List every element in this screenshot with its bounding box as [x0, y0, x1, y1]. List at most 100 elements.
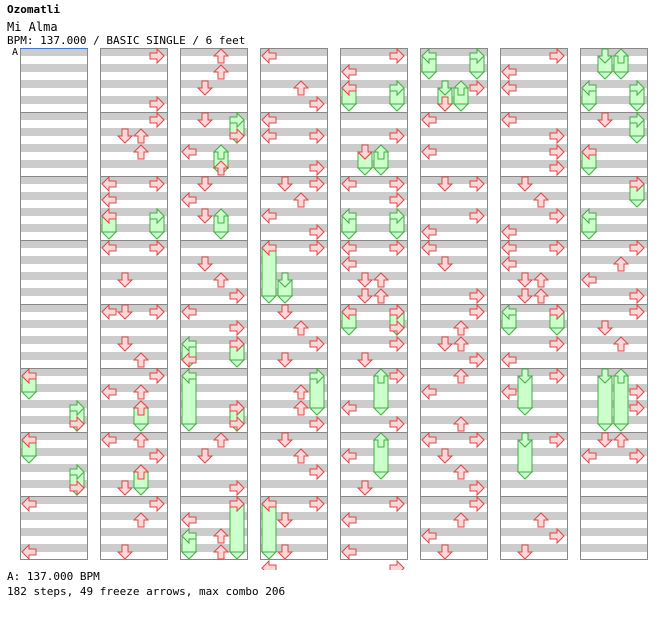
beat-stripe	[20, 208, 88, 216]
beat-stripe	[500, 192, 568, 200]
beat-stripe	[260, 320, 328, 328]
beat-stripe	[260, 80, 328, 88]
beat-stripe	[580, 432, 648, 440]
beat-stripe	[340, 352, 408, 360]
beat-stripe	[100, 464, 168, 472]
beat-stripe	[500, 448, 568, 456]
beat-stripe	[180, 464, 248, 472]
beat-stripe	[260, 352, 328, 360]
beat-stripe	[260, 144, 328, 152]
beat-stripe	[100, 400, 168, 408]
beat-stripe	[420, 160, 488, 168]
beat-stripe	[20, 240, 88, 248]
beat-stripe	[420, 368, 488, 376]
beat-stripe	[100, 128, 168, 136]
bpm-line: A: 137.000 BPM	[7, 570, 100, 583]
beat-stripe	[580, 48, 648, 56]
beat-stripe	[20, 112, 88, 120]
beat-stripe	[420, 448, 488, 456]
beat-stripe	[500, 272, 568, 280]
beat-stripe	[20, 128, 88, 136]
beat-stripe	[500, 544, 568, 552]
beat-stripe	[260, 64, 328, 72]
beat-stripe	[20, 144, 88, 152]
beat-stripe	[100, 336, 168, 344]
beat-stripe	[180, 64, 248, 72]
beat-stripe	[420, 416, 488, 424]
beat-stripe	[20, 336, 88, 344]
beat-stripe	[340, 272, 408, 280]
beat-stripe	[20, 352, 88, 360]
beat-stripe	[420, 272, 488, 280]
beat-stripe	[580, 352, 648, 360]
beat-stripe	[20, 320, 88, 328]
beat-stripe	[100, 528, 168, 536]
beat-stripe	[100, 144, 168, 152]
beat-stripe	[20, 528, 88, 536]
beat-stripe	[180, 176, 248, 184]
beat-stripe	[580, 256, 648, 264]
beat-stripe	[420, 464, 488, 472]
beat-stripe	[580, 480, 648, 488]
beat-stripe	[180, 208, 248, 216]
beat-stripe	[500, 464, 568, 472]
beat-stripe	[180, 448, 248, 456]
beat-stripe	[100, 288, 168, 296]
beat-stripe	[500, 176, 568, 184]
beat-stripe	[340, 112, 408, 120]
beat-stripe	[20, 176, 88, 184]
beat-stripe	[500, 288, 568, 296]
beat-stripe	[20, 304, 88, 312]
beat-stripe	[500, 496, 568, 504]
beat-stripe	[260, 448, 328, 456]
beat-stripe	[180, 272, 248, 280]
beat-stripe	[420, 544, 488, 552]
beat-stripe	[260, 192, 328, 200]
beat-stripe	[20, 160, 88, 168]
beat-stripe	[100, 256, 168, 264]
beat-stripe	[420, 192, 488, 200]
beat-stripe	[580, 512, 648, 520]
beat-stripe	[180, 80, 248, 88]
beat-stripe	[100, 272, 168, 280]
beat-stripe	[180, 256, 248, 264]
beat-stripe	[500, 416, 568, 424]
beat-stripe	[580, 320, 648, 328]
beat-stripe	[100, 352, 168, 360]
beat-stripe	[20, 64, 88, 72]
beat-stripe	[580, 544, 648, 552]
beat-stripe	[20, 96, 88, 104]
beat-stripe	[500, 480, 568, 488]
beat-stripe	[340, 144, 408, 152]
beat-stripe	[500, 96, 568, 104]
beat-stripe	[420, 320, 488, 328]
beat-stripe	[500, 512, 568, 520]
beat-stripe	[100, 320, 168, 328]
beat-stripe	[20, 224, 88, 232]
beat-stripe	[580, 368, 648, 376]
beat-stripe	[260, 432, 328, 440]
beat-stripe	[420, 400, 488, 408]
beat-stripe	[340, 432, 408, 440]
step-chart	[0, 0, 672, 570]
beat-stripe	[500, 400, 568, 408]
beat-stripe	[340, 288, 408, 296]
beat-stripe	[20, 288, 88, 296]
beat-stripe	[180, 48, 248, 56]
beat-stripe	[180, 432, 248, 440]
beat-stripe	[580, 336, 648, 344]
stats-line: 182 steps, 49 freeze arrows, max combo 2…	[7, 585, 285, 598]
beat-stripe	[260, 304, 328, 312]
beat-stripe	[100, 80, 168, 88]
step-arrow-right	[390, 561, 404, 570]
beat-stripe	[580, 464, 648, 472]
beat-stripe	[180, 96, 248, 104]
beat-stripe	[420, 512, 488, 520]
beat-stripe	[180, 240, 248, 248]
beat-stripe	[100, 160, 168, 168]
beat-stripe	[100, 64, 168, 72]
beat-stripe	[100, 544, 168, 552]
beat-stripe	[420, 256, 488, 264]
beat-stripe	[20, 512, 88, 520]
step-arrow-left	[262, 561, 276, 570]
